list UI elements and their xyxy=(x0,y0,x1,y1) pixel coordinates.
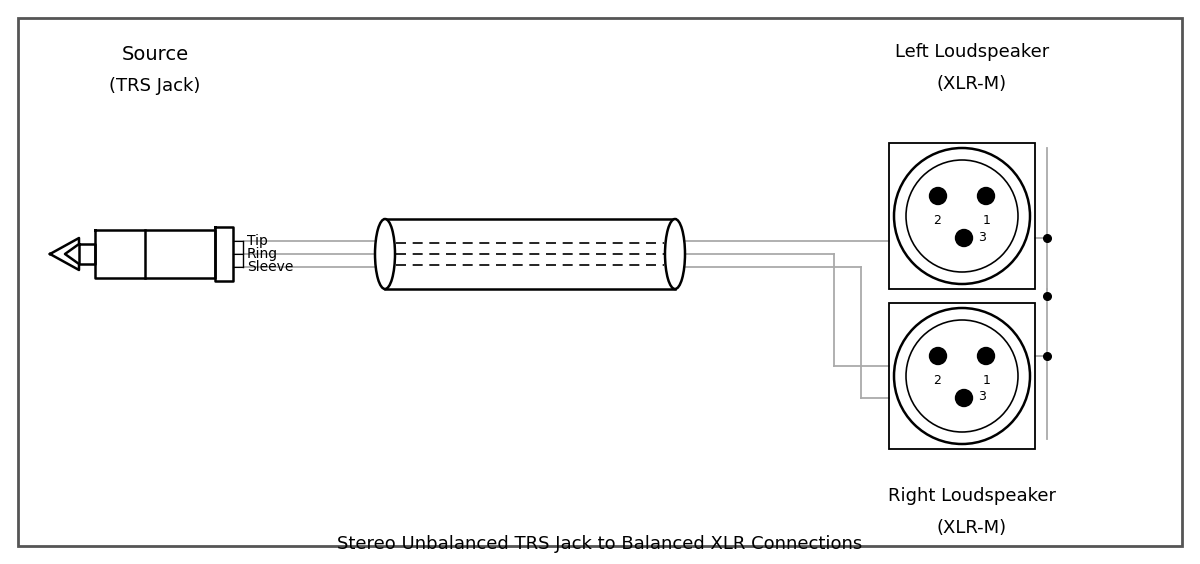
Bar xyxy=(889,303,1034,449)
Circle shape xyxy=(930,187,947,205)
Bar xyxy=(889,143,1034,289)
Text: 1: 1 xyxy=(983,374,991,387)
Text: Source: Source xyxy=(121,45,188,64)
Circle shape xyxy=(955,390,972,407)
Text: 2: 2 xyxy=(934,214,941,227)
Text: 2: 2 xyxy=(934,374,941,387)
Circle shape xyxy=(906,160,1018,272)
Text: Stereo Unbalanced TRS Jack to Balanced XLR Connections: Stereo Unbalanced TRS Jack to Balanced X… xyxy=(337,535,863,553)
Circle shape xyxy=(930,347,947,364)
Text: Right Loudspeaker: Right Loudspeaker xyxy=(888,487,1056,505)
Circle shape xyxy=(978,187,995,205)
Text: Sleeve: Sleeve xyxy=(247,260,293,274)
Circle shape xyxy=(978,347,995,364)
Text: (XLR-M): (XLR-M) xyxy=(937,75,1007,93)
Polygon shape xyxy=(215,227,233,281)
Polygon shape xyxy=(50,238,79,270)
Text: 3: 3 xyxy=(978,231,986,244)
Text: 1: 1 xyxy=(983,214,991,227)
Polygon shape xyxy=(79,244,95,264)
Text: 3: 3 xyxy=(978,390,986,403)
Text: (XLR-M): (XLR-M) xyxy=(937,519,1007,537)
Circle shape xyxy=(894,308,1030,444)
Text: Ring: Ring xyxy=(247,247,278,261)
Circle shape xyxy=(906,320,1018,432)
Circle shape xyxy=(894,148,1030,284)
Ellipse shape xyxy=(374,219,395,289)
Circle shape xyxy=(955,230,972,246)
Polygon shape xyxy=(95,230,215,278)
Ellipse shape xyxy=(665,219,685,289)
Text: (TRS Jack): (TRS Jack) xyxy=(109,77,200,95)
Text: Left Loudspeaker: Left Loudspeaker xyxy=(895,43,1049,61)
Text: Tip: Tip xyxy=(247,234,268,248)
